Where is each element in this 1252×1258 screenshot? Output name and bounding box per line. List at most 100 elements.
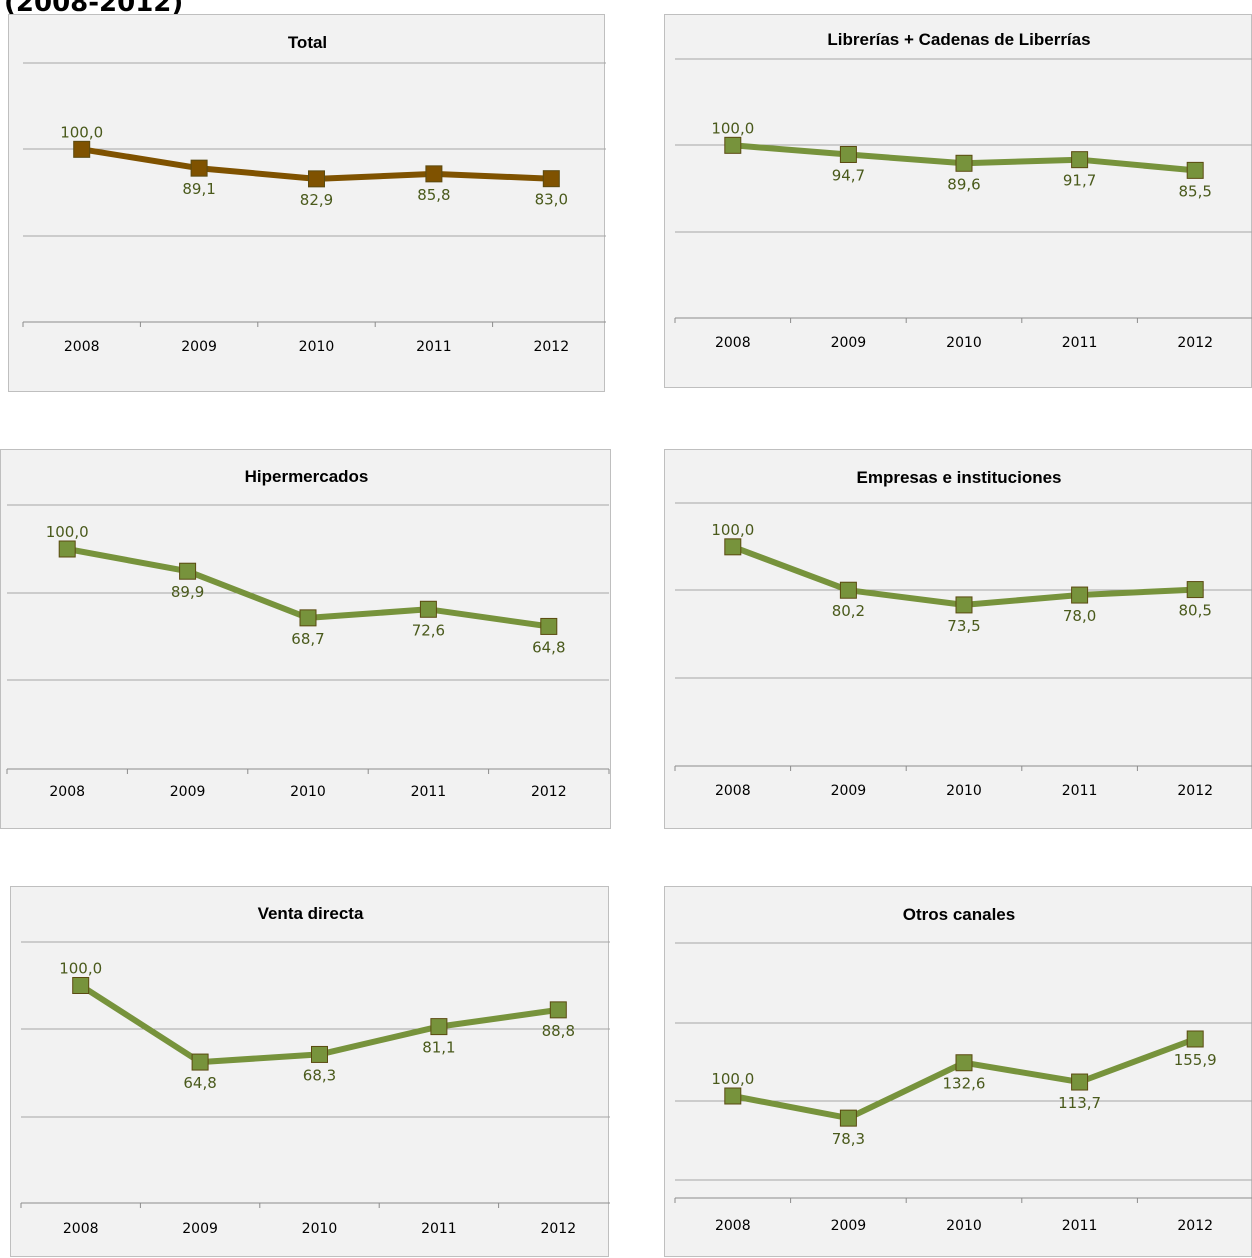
- data-point-marker: [1186, 581, 1204, 599]
- chart-svg: 2008 2009 2010 2011 2012 Venta directa 100,0 64…: [20, 904, 610, 1237]
- chart-svg: 2008 2009 2010 2011 2012 Otros canales 100,0 78…: [674, 905, 1252, 1234]
- x-tick-label: 2009: [170, 784, 206, 800]
- data-label: 89,1: [182, 180, 215, 198]
- data-label: 85,8: [417, 186, 450, 204]
- data-label: 100,0: [59, 960, 102, 978]
- data-point-marker: [179, 562, 197, 580]
- data-label: 155,9: [1174, 1051, 1217, 1069]
- data-point-marker: [430, 1018, 448, 1036]
- x-tick-label: 2011: [1062, 335, 1098, 351]
- chart-svg: 2008 2009 2010 2011 2012 Librerías + Cadenas …: [674, 30, 1252, 351]
- data-point-marker: [839, 1109, 857, 1127]
- data-label: 64,8: [183, 1074, 216, 1092]
- x-tick-label: 2012: [1177, 1218, 1213, 1234]
- data-label: 89,9: [171, 583, 204, 601]
- page-heading: (2008-2012): [4, 0, 184, 18]
- data-label: 80,2: [832, 602, 865, 620]
- data-point-marker: [425, 165, 443, 183]
- data-label: 64,8: [532, 638, 565, 656]
- data-point-marker: [549, 1001, 567, 1019]
- x-tick-label: 2008: [715, 1218, 751, 1234]
- data-label: 89,6: [947, 175, 980, 193]
- x-tick-label: 2012: [1177, 335, 1213, 351]
- x-tick-label: 2012: [533, 339, 569, 355]
- x-tick-label: 2011: [1062, 783, 1098, 799]
- data-point-marker: [1186, 161, 1204, 179]
- data-point-marker: [299, 609, 317, 627]
- data-label: 72,6: [412, 621, 445, 639]
- data-label: 81,1: [422, 1039, 455, 1057]
- x-tick-label: 2010: [290, 784, 326, 800]
- data-point-marker: [540, 617, 558, 635]
- data-label: 80,5: [1178, 602, 1211, 620]
- data-label: 73,5: [947, 617, 980, 635]
- data-label: 83,0: [535, 191, 568, 209]
- data-point-marker: [724, 538, 742, 556]
- data-label: 91,7: [1063, 172, 1096, 190]
- series-line: [729, 543, 1199, 608]
- chart-venta-directa: 2008 2009 2010 2011 2012 Venta directa 100,0 64…: [10, 886, 610, 1257]
- x-tick-label: 2011: [416, 339, 452, 355]
- x-tick-label: 2011: [411, 784, 447, 800]
- chart-total: 2008 2009 2010 2011 2012 Total 100,0 89,1 82,9 85…: [8, 14, 606, 392]
- chart-title: Venta directa: [258, 904, 364, 923]
- data-point-marker: [73, 140, 91, 158]
- data-label: 68,3: [303, 1066, 336, 1084]
- data-point-marker: [419, 600, 437, 618]
- chart-title: Hipermercados: [245, 467, 369, 486]
- data-label: 78,3: [832, 1130, 865, 1148]
- data-point-marker: [724, 136, 742, 154]
- x-tick-label: 2008: [49, 784, 85, 800]
- x-tick-label: 2008: [63, 1221, 99, 1237]
- data-point-marker: [58, 540, 76, 558]
- x-tick-label: 2008: [715, 783, 751, 799]
- data-point-marker: [191, 1053, 209, 1071]
- x-tick-label: 2008: [64, 339, 100, 355]
- chart-otros-canales: 2008 2009 2010 2011 2012 Otros canales 100,0 78…: [664, 886, 1252, 1257]
- data-label: 78,0: [1063, 607, 1096, 625]
- data-point-marker: [1071, 151, 1089, 169]
- data-label: 100,0: [711, 521, 754, 539]
- x-tick-label: 2012: [531, 784, 567, 800]
- data-label: 113,7: [1058, 1094, 1101, 1112]
- chart-title: Librerías + Cadenas de Liberrías: [827, 30, 1090, 49]
- data-point-marker: [1186, 1030, 1204, 1048]
- data-point-marker: [955, 154, 973, 172]
- chart-title: Total: [288, 33, 327, 52]
- x-tick-label: 2010: [946, 783, 982, 799]
- data-point-marker: [955, 596, 973, 614]
- data-point-marker: [1071, 586, 1089, 604]
- data-label: 82,9: [300, 191, 333, 209]
- x-tick-label: 2009: [181, 339, 217, 355]
- data-label: 85,5: [1178, 182, 1211, 200]
- data-label: 94,7: [832, 166, 865, 184]
- x-tick-label: 2009: [831, 783, 867, 799]
- x-tick-label: 2010: [302, 1221, 338, 1237]
- data-label: 100,0: [711, 119, 754, 137]
- chart-svg: 2008 2009 2010 2011 2012 Hipermercados 100,0 89…: [6, 467, 610, 800]
- data-point-marker: [72, 977, 90, 994]
- data-point-marker: [311, 1045, 328, 1063]
- data-point-marker: [724, 1087, 742, 1105]
- data-label: 88,8: [542, 1022, 575, 1040]
- data-point-marker: [839, 145, 857, 163]
- x-tick-label: 2012: [540, 1221, 576, 1237]
- data-point-marker: [839, 581, 857, 599]
- x-tick-label: 2009: [831, 1218, 867, 1234]
- data-label: 132,6: [943, 1075, 986, 1093]
- x-tick-label: 2012: [1177, 783, 1213, 799]
- x-tick-label: 2011: [421, 1221, 457, 1237]
- data-label: 100,0: [711, 1070, 754, 1088]
- x-tick-label: 2010: [946, 1218, 982, 1234]
- data-point-marker: [542, 170, 560, 188]
- chart-title: Otros canales: [903, 905, 1015, 924]
- data-label: 100,0: [46, 523, 89, 541]
- data-label: 100,0: [60, 123, 103, 141]
- x-tick-label: 2009: [182, 1221, 218, 1237]
- chart-librerias: 2008 2009 2010 2011 2012 Librerías + Cadenas …: [664, 14, 1252, 388]
- chart-svg: 2008 2009 2010 2011 2012 Empresas e instituci…: [674, 468, 1252, 799]
- data-point-marker: [190, 159, 208, 177]
- chart-svg: 2008 2009 2010 2011 2012 Total 100,0 89,1 82,9 85…: [22, 33, 606, 355]
- data-point-marker: [955, 1054, 973, 1072]
- chart-hipermercados: 2008 2009 2010 2011 2012 Hipermercados 100,0 89…: [0, 449, 611, 829]
